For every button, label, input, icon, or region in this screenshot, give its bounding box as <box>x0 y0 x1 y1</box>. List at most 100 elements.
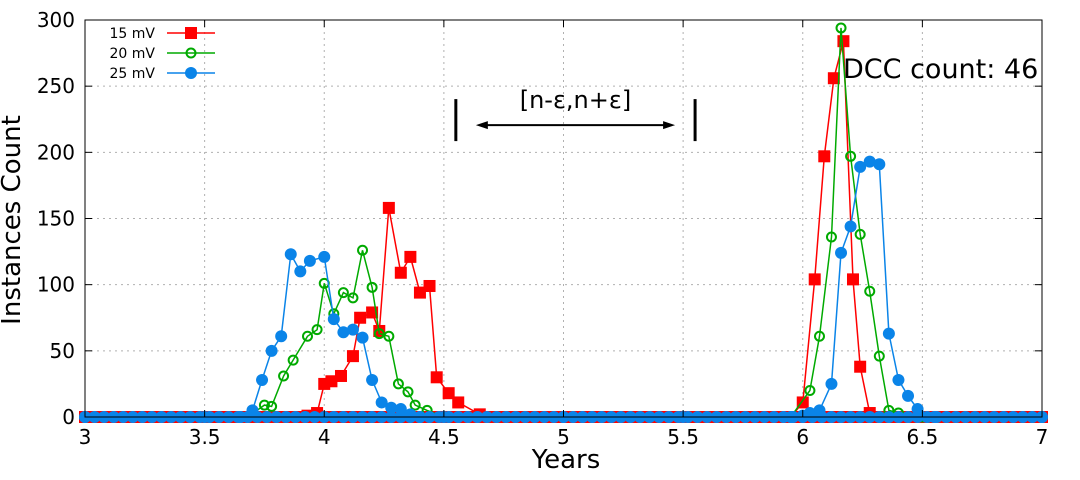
data-point <box>256 373 269 386</box>
data-point <box>873 158 886 171</box>
data-point <box>346 350 359 363</box>
y-tick-label: 100 <box>37 273 75 297</box>
data-point <box>837 35 850 48</box>
data-point <box>318 250 331 263</box>
data-point <box>278 370 290 382</box>
baseline-markers <box>79 411 1048 423</box>
data-point <box>854 228 866 240</box>
data-point <box>383 330 395 342</box>
data-point <box>385 401 398 414</box>
data-point <box>423 279 436 292</box>
data-point <box>337 287 349 299</box>
data-point <box>366 281 378 293</box>
legend-marker <box>185 47 197 59</box>
data-point <box>845 150 857 162</box>
x-tick-label: 4 <box>318 425 331 449</box>
data-point <box>827 72 840 85</box>
legend: 15 mV 20 mV 25 mV <box>110 26 215 82</box>
x-tick-label: 5 <box>557 425 570 449</box>
data-point <box>892 373 905 386</box>
data-point <box>442 387 455 400</box>
data-point <box>294 265 307 278</box>
x-tick-label: 3.5 <box>189 425 221 449</box>
data-point <box>409 399 421 411</box>
legend-label: 15 mV <box>110 26 156 42</box>
interval-label: [n-ε,n+ε] <box>520 86 632 114</box>
x-tick-label: 4.5 <box>428 425 460 449</box>
data-point <box>804 385 816 397</box>
data-point <box>902 389 915 402</box>
dcc-count-annotation: DCC count: 46 <box>843 54 1038 85</box>
x-tick-label: 5.5 <box>667 425 699 449</box>
data-point <box>266 400 278 412</box>
data-point <box>844 220 857 233</box>
data-point <box>430 371 443 384</box>
data-point <box>373 328 385 340</box>
data-point <box>327 313 340 326</box>
x-tick-label: 3 <box>79 425 92 449</box>
data-point <box>275 330 288 343</box>
data-point <box>873 350 885 362</box>
data-point <box>835 22 847 34</box>
data-point <box>835 246 848 259</box>
data-point <box>818 150 831 163</box>
data-point <box>375 396 388 409</box>
data-point <box>392 378 404 390</box>
data-point <box>325 375 338 388</box>
data-point <box>864 285 876 297</box>
y-tick-label: 0 <box>62 405 75 429</box>
data-point <box>413 286 426 299</box>
data-point <box>863 155 876 168</box>
data-point <box>394 266 407 279</box>
data-point <box>882 327 895 340</box>
data-point <box>825 377 838 390</box>
data-point <box>356 331 369 344</box>
x-axis-title: Years <box>531 445 601 475</box>
data-point <box>346 323 359 336</box>
data-point <box>303 254 316 267</box>
data-point <box>337 326 350 339</box>
data-point <box>808 273 821 286</box>
x-tick-label: 7 <box>1036 425 1049 449</box>
data-point <box>258 399 270 411</box>
series-line <box>85 27 1042 418</box>
data-point <box>825 231 837 243</box>
data-point <box>265 344 278 357</box>
data-point <box>846 273 859 286</box>
data-point <box>357 244 369 256</box>
ticks: 3 3.5 4 4.5 5 5.5 6 6.5 7 0 50 100 150 200 250 300 <box>37 8 1049 449</box>
interval-arrow-left-head <box>475 121 488 130</box>
data-point <box>287 354 299 366</box>
data-point <box>366 373 379 386</box>
data-point <box>347 292 359 304</box>
data-point <box>302 330 314 342</box>
data-point <box>452 396 465 409</box>
data-point <box>354 311 367 324</box>
legend-label: 20 mV <box>110 46 156 62</box>
y-tick-label: 50 <box>50 339 75 363</box>
legend-marker <box>185 67 197 79</box>
legend-marker <box>185 27 197 39</box>
data-point <box>854 360 867 373</box>
legend-label: 25 mV <box>110 66 156 82</box>
data-point <box>813 330 825 342</box>
data-point <box>311 324 323 336</box>
x-tick-label: 6 <box>796 425 809 449</box>
series-3 <box>79 155 1048 423</box>
y-tick-label: 150 <box>37 207 75 231</box>
interval-annotation: [n-ε,n+ε] <box>454 86 697 142</box>
data-point <box>382 201 395 214</box>
data-point <box>404 250 417 263</box>
grid <box>85 20 1042 417</box>
y-tick-label: 200 <box>37 140 75 164</box>
data-point <box>334 369 347 382</box>
interval-arrow-right-head <box>663 121 676 130</box>
y-tick-label: 250 <box>37 74 75 98</box>
data-point <box>402 386 414 398</box>
y-axis-title: Instances Count <box>0 115 27 325</box>
data-point <box>854 160 867 173</box>
y-tick-label: 300 <box>37 8 75 32</box>
x-tick-label: 6.5 <box>906 425 938 449</box>
data-point <box>284 248 297 261</box>
